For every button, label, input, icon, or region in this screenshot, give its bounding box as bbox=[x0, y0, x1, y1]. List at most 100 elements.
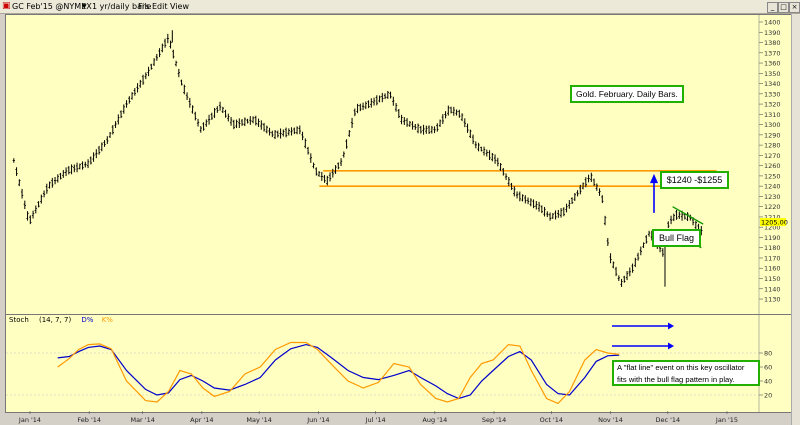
price-bar bbox=[221, 106, 225, 114]
price-bar bbox=[67, 166, 71, 175]
x-tick-label: Jun '14 bbox=[306, 416, 329, 424]
price-marker-value: 1205.00 bbox=[761, 219, 788, 227]
symbol-dropdown[interactable]: GC Feb'15 @NYMEX bbox=[12, 2, 92, 11]
menu-view[interactable]: View bbox=[170, 2, 189, 11]
price-bar bbox=[29, 215, 32, 225]
price-bar bbox=[84, 161, 87, 168]
gold-icon: ▣ bbox=[2, 1, 11, 11]
price-bar bbox=[345, 139, 348, 149]
price-bar bbox=[42, 190, 46, 198]
price-bar bbox=[515, 191, 519, 199]
price-bar bbox=[532, 199, 535, 209]
maximize-icon[interactable]: □ bbox=[778, 2, 789, 13]
price-bar bbox=[205, 119, 208, 127]
y-tick-label: 1140 bbox=[764, 285, 781, 293]
price-bar bbox=[26, 211, 29, 221]
price-bar bbox=[331, 168, 335, 178]
price-bar bbox=[315, 167, 318, 176]
price-bar bbox=[477, 142, 480, 152]
price-bar bbox=[240, 119, 244, 126]
price-bar bbox=[482, 146, 486, 156]
minimize-icon[interactable]: _ bbox=[767, 2, 778, 13]
price-bar bbox=[537, 201, 541, 212]
price-bar bbox=[372, 97, 376, 106]
price-bar bbox=[18, 179, 21, 187]
price-bar bbox=[455, 109, 458, 116]
price-marker-box bbox=[760, 218, 786, 227]
price-bar bbox=[284, 127, 288, 138]
price-bar bbox=[546, 211, 549, 218]
price-bar bbox=[128, 96, 131, 104]
price-bar bbox=[62, 170, 65, 178]
stoch-note-line-2: fits with the bull flag pattern in play. bbox=[617, 375, 735, 384]
price-bar bbox=[282, 129, 285, 137]
stochastic-chart-svg: 20 40 60 80 bbox=[6, 315, 772, 412]
stoch-name: Stoch bbox=[9, 316, 29, 324]
y-tick-label: 1160 bbox=[764, 265, 781, 273]
flatline-arrow-head bbox=[668, 342, 674, 350]
price-bar bbox=[64, 167, 68, 177]
price-bar bbox=[260, 120, 263, 130]
price-bar bbox=[323, 174, 326, 183]
y-tick-label: 1250 bbox=[764, 172, 781, 180]
vertical-scrollbar[interactable] bbox=[791, 14, 800, 425]
price-bar bbox=[416, 123, 420, 134]
y-tick-label: 1220 bbox=[764, 203, 781, 211]
price-bar bbox=[554, 210, 557, 220]
price-bar bbox=[224, 109, 227, 118]
price-bar bbox=[227, 113, 230, 122]
price-bar bbox=[408, 121, 412, 127]
price-bar bbox=[268, 127, 271, 136]
price-bar bbox=[672, 213, 676, 222]
price-bar bbox=[579, 184, 582, 195]
price-bar bbox=[392, 96, 395, 106]
close-icon[interactable]: × bbox=[789, 2, 800, 13]
stoch-legend: Stoch (14, 7, 7) D% K% bbox=[9, 316, 113, 324]
price-bar bbox=[686, 212, 689, 221]
x-tick-label: Mar '14 bbox=[130, 416, 154, 424]
price-bar bbox=[130, 92, 134, 100]
interval-dropdown[interactable]: 1 yr/daily bars bbox=[92, 2, 150, 11]
price-bar bbox=[493, 154, 497, 164]
price-bar bbox=[510, 182, 513, 190]
price-bar bbox=[15, 167, 18, 176]
price-bar bbox=[551, 213, 555, 219]
price-bar bbox=[524, 195, 527, 204]
price-bar bbox=[161, 43, 164, 53]
price-bar bbox=[95, 149, 98, 159]
price-bar bbox=[634, 257, 637, 268]
price-bar bbox=[100, 142, 104, 152]
price-bar bbox=[53, 176, 57, 185]
price-bar bbox=[488, 150, 491, 160]
x-tick-label: May '14 bbox=[246, 416, 272, 424]
price-bar bbox=[144, 72, 148, 80]
price-bar bbox=[218, 101, 222, 111]
price-bar bbox=[642, 242, 645, 248]
price-bar bbox=[383, 93, 387, 100]
y-tick-label: 1260 bbox=[764, 162, 781, 170]
price-bar bbox=[163, 38, 167, 48]
price-bar bbox=[246, 118, 249, 124]
price-bar bbox=[326, 175, 329, 186]
price-bar bbox=[647, 230, 651, 237]
stoch-params: (14, 7, 7) bbox=[39, 316, 72, 324]
price-bar bbox=[265, 125, 269, 134]
menu-edit[interactable]: Edit bbox=[152, 2, 168, 11]
price-bar bbox=[570, 197, 574, 205]
menu-file[interactable]: File bbox=[138, 2, 152, 11]
price-bar bbox=[59, 172, 62, 180]
price-bar bbox=[262, 122, 266, 132]
title-bar: ▣ GC Feb'15 @NYMEX ▼ 1 yr/daily bars Fil… bbox=[0, 0, 800, 14]
price-bar bbox=[89, 156, 93, 165]
price-bar bbox=[199, 126, 203, 133]
price-bar bbox=[243, 117, 247, 127]
price-bar bbox=[590, 172, 593, 182]
price-bar bbox=[631, 263, 634, 273]
symbol-chevron-icon[interactable]: ▼ bbox=[82, 3, 87, 10]
x-tick-label: Nov '14 bbox=[598, 416, 623, 424]
bull-flag-annotation: Bull Flag bbox=[652, 229, 701, 247]
price-bar bbox=[576, 190, 579, 197]
price-bar bbox=[183, 84, 186, 95]
y-tick-label: 1240 bbox=[764, 183, 781, 191]
x-tick-label: Apr '14 bbox=[190, 416, 213, 424]
